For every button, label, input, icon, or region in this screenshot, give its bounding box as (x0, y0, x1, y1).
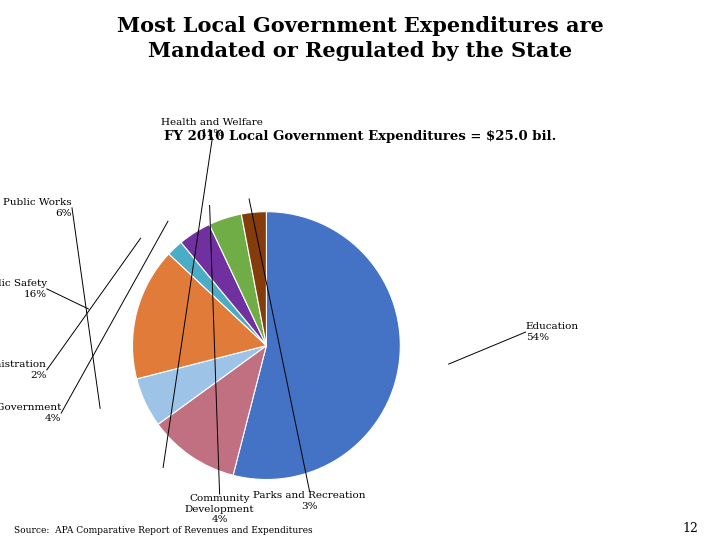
Text: Most Local Government Expenditures are
Mandated or Regulated by the State: Most Local Government Expenditures are M… (117, 16, 603, 61)
Text: Public Safety
16%: Public Safety 16% (0, 279, 47, 299)
Text: Public Works
6%: Public Works 6% (4, 198, 72, 218)
Wedge shape (132, 254, 266, 379)
Wedge shape (137, 346, 266, 424)
Text: Source:  APA Comparative Report of Revenues and Expenditures: Source: APA Comparative Report of Revenu… (14, 525, 313, 535)
Text: Education
54%: Education 54% (526, 322, 579, 342)
Wedge shape (181, 225, 266, 346)
Text: Community
Development
4%: Community Development 4% (185, 494, 254, 524)
Wedge shape (233, 212, 400, 480)
Wedge shape (241, 212, 266, 346)
Text: General Government
4%: General Government 4% (0, 403, 61, 423)
Text: Judicial Administration
2%: Judicial Administration 2% (0, 360, 47, 380)
Text: 12: 12 (683, 522, 698, 535)
Wedge shape (158, 346, 266, 475)
Text: Parks and Recreation
3%: Parks and Recreation 3% (253, 491, 366, 511)
Text: Health and Welfare
11%: Health and Welfare 11% (161, 118, 264, 138)
Wedge shape (210, 214, 266, 346)
Wedge shape (168, 242, 266, 346)
Text: FY 2010 Local Government Expenditures = $25.0 bil.: FY 2010 Local Government Expenditures = … (164, 130, 556, 143)
